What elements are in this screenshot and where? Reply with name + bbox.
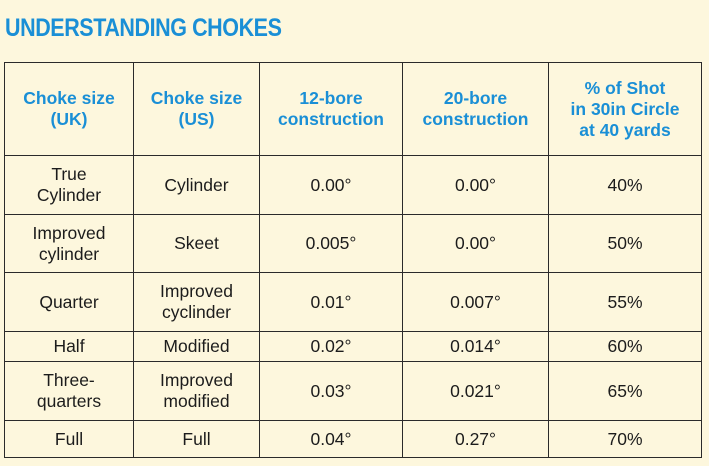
table-row: Half Modified 0.02° 0.014° 60% — [4, 331, 702, 362]
cell-percent: 40% — [548, 155, 702, 215]
cell-uk: Three- quarters — [4, 361, 134, 421]
cell-percent: 55% — [548, 272, 702, 332]
table-row: Quarter Improved cyclinder 0.01° 0.007° … — [4, 272, 702, 332]
cell-percent: 50% — [548, 214, 702, 273]
header-percent-shot: % of Shot in 30in Circle at 40 yards — [548, 62, 702, 156]
cell-12-bore: 0.04° — [259, 420, 403, 458]
cell-us: Improved modified — [133, 361, 260, 421]
cell-12-bore: 0.02° — [259, 331, 403, 362]
cell-12-bore: 0.01° — [259, 272, 403, 332]
cell-uk: Improved cylinder — [4, 214, 134, 273]
cell-uk: Half — [4, 331, 134, 362]
cell-us: Cylinder — [133, 155, 260, 215]
cell-20-bore: 0.00° — [402, 155, 549, 215]
cell-us: Skeet — [133, 214, 260, 273]
cell-us: Improved cyclinder — [133, 272, 260, 332]
cell-20-bore: 0.00° — [402, 214, 549, 273]
cell-percent: 70% — [548, 420, 702, 458]
header-row: Choke size (UK) Choke size (US) 12-bore … — [4, 62, 702, 156]
chokes-table: Choke size (UK) Choke size (US) 12-bore … — [4, 62, 702, 458]
cell-20-bore: 0.27° — [402, 420, 549, 458]
cell-20-bore: 0.021° — [402, 361, 549, 421]
cell-us: Full — [133, 420, 260, 458]
header-20-bore: 20-bore construction — [402, 62, 549, 156]
cell-12-bore: 0.00° — [259, 155, 403, 215]
header-choke-size-us: Choke size (US) — [133, 62, 260, 156]
cell-percent: 60% — [548, 331, 702, 362]
cell-uk: Full — [4, 420, 134, 458]
table-row: True Cylinder Cylinder 0.00° 0.00° 40% — [4, 155, 702, 215]
header-12-bore: 12-bore construction — [259, 62, 403, 156]
cell-us: Modified — [133, 331, 260, 362]
cell-uk: True Cylinder — [4, 155, 134, 215]
table-row: Three- quarters Improved modified 0.03° … — [4, 361, 702, 421]
page-title: UNDERSTANDING CHOKES — [5, 14, 282, 42]
cell-12-bore: 0.03° — [259, 361, 403, 421]
header-choke-size-uk: Choke size (UK) — [4, 62, 134, 156]
cell-20-bore: 0.014° — [402, 331, 549, 362]
table-row: Full Full 0.04° 0.27° 70% — [4, 420, 702, 458]
cell-uk: Quarter — [4, 272, 134, 332]
cell-percent: 65% — [548, 361, 702, 421]
table-row: Improved cylinder Skeet 0.005° 0.00° 50% — [4, 214, 702, 273]
cell-20-bore: 0.007° — [402, 272, 549, 332]
cell-12-bore: 0.005° — [259, 214, 403, 273]
